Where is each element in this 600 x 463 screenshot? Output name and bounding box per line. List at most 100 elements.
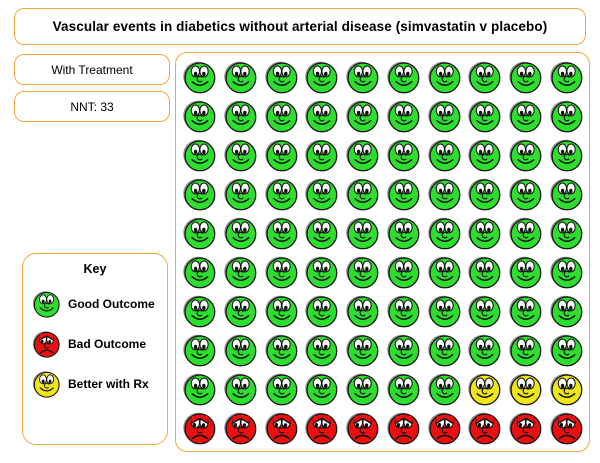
face-good-icon <box>426 215 462 251</box>
face-bad-icon <box>31 329 61 359</box>
face-better-icon <box>466 371 502 407</box>
face-good-icon <box>263 176 299 212</box>
face-good-icon <box>466 59 502 95</box>
face-good-icon <box>385 176 421 212</box>
face-better-icon <box>548 371 584 407</box>
face-good-icon <box>426 59 462 95</box>
face-bad-icon <box>303 410 339 446</box>
face-good-icon <box>426 98 462 134</box>
face-good-icon <box>222 254 258 290</box>
face-good-icon <box>548 293 584 329</box>
legend-box: Key Good Outcome Bad Outcome Better with R… <box>22 253 168 445</box>
legend-item-good: Good Outcome <box>23 284 167 324</box>
face-good-icon <box>181 98 217 134</box>
face-good-icon <box>344 215 380 251</box>
face-good-icon <box>263 371 299 407</box>
face-good-icon <box>303 137 339 173</box>
face-good-icon <box>466 137 502 173</box>
face-good-icon <box>344 293 380 329</box>
face-good-icon <box>222 137 258 173</box>
face-good-icon <box>385 254 421 290</box>
face-bad-icon <box>344 410 380 446</box>
face-good-icon <box>507 254 543 290</box>
face-good-icon <box>426 176 462 212</box>
nnt-label-box: NNT: 33 <box>14 91 170 122</box>
treatment-label: With Treatment <box>51 62 133 77</box>
face-good-icon <box>222 371 258 407</box>
face-good-icon <box>507 215 543 251</box>
face-good-icon <box>426 371 462 407</box>
face-good-icon <box>263 332 299 368</box>
face-good-icon <box>181 371 217 407</box>
face-good-icon <box>181 332 217 368</box>
face-good-icon <box>507 59 543 95</box>
chart-title-box: Vascular events in diabetics without art… <box>14 8 586 45</box>
face-good-icon <box>548 254 584 290</box>
face-good-icon <box>344 98 380 134</box>
face-good-icon <box>426 293 462 329</box>
face-good-icon <box>222 98 258 134</box>
face-good-icon <box>303 371 339 407</box>
face-good-icon <box>385 98 421 134</box>
legend-item-label: Bad Outcome <box>68 337 147 351</box>
face-good-icon <box>263 293 299 329</box>
face-bad-icon <box>181 410 217 446</box>
face-good-icon <box>466 98 502 134</box>
face-good-icon <box>263 98 299 134</box>
face-bad-icon <box>263 410 299 446</box>
face-better-icon <box>507 371 543 407</box>
face-good-icon <box>426 254 462 290</box>
treatment-label-box: With Treatment <box>14 54 170 85</box>
face-good-icon <box>181 215 217 251</box>
legend-item-label: Good Outcome <box>68 297 155 311</box>
face-good-icon <box>385 332 421 368</box>
face-good-icon <box>385 137 421 173</box>
face-good-icon <box>548 59 584 95</box>
face-bad-icon <box>466 410 502 446</box>
face-good-icon <box>344 332 380 368</box>
face-good-icon <box>466 293 502 329</box>
face-good-icon <box>507 137 543 173</box>
face-good-icon <box>222 176 258 212</box>
nnt-value: NNT: 33 <box>70 99 114 114</box>
face-good-icon <box>507 98 543 134</box>
face-good-icon <box>426 137 462 173</box>
face-good-icon <box>548 98 584 134</box>
face-good-icon <box>344 254 380 290</box>
face-good-icon <box>466 176 502 212</box>
legend-title: Key <box>83 262 107 276</box>
face-good-icon <box>303 59 339 95</box>
face-good-icon <box>548 215 584 251</box>
face-good-icon <box>303 332 339 368</box>
face-good-icon <box>385 59 421 95</box>
face-better-icon <box>31 369 61 399</box>
face-good-icon <box>181 254 217 290</box>
face-good-icon <box>344 176 380 212</box>
face-good-icon <box>181 59 217 95</box>
face-good-icon <box>385 215 421 251</box>
face-good-icon <box>466 254 502 290</box>
face-good-icon <box>466 215 502 251</box>
face-good-icon <box>507 332 543 368</box>
face-good-icon <box>181 137 217 173</box>
legend-item-better: Better with Rx <box>23 364 167 404</box>
face-good-icon <box>303 215 339 251</box>
face-good-icon <box>222 332 258 368</box>
legend-item-label: Better with Rx <box>68 377 149 391</box>
face-good-icon <box>426 332 462 368</box>
face-good-icon <box>344 59 380 95</box>
face-good-icon <box>222 59 258 95</box>
face-good-icon <box>548 332 584 368</box>
face-good-icon <box>263 59 299 95</box>
face-good-icon <box>303 254 339 290</box>
face-good-icon <box>303 98 339 134</box>
face-bad-icon <box>507 410 543 446</box>
face-good-icon <box>507 176 543 212</box>
face-bad-icon <box>426 410 462 446</box>
face-good-icon <box>466 332 502 368</box>
face-good-icon <box>181 293 217 329</box>
face-good-icon <box>344 137 380 173</box>
face-good-icon <box>303 176 339 212</box>
face-good-icon <box>385 371 421 407</box>
face-bad-icon <box>222 410 258 446</box>
